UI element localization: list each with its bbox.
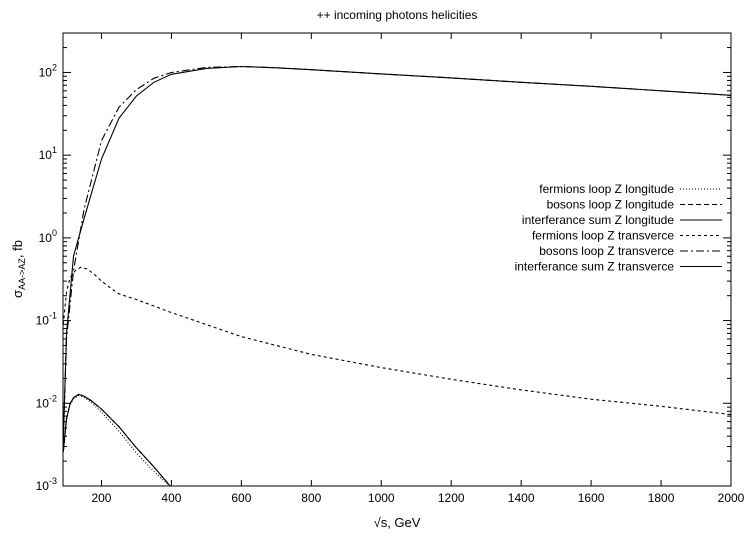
series-line-1 [63,395,171,486]
y-tick-label: 101 [39,145,57,162]
series-line-3 [63,393,171,486]
x-tick-label: 800 [301,491,321,505]
y-tick-label: 100 [39,228,57,245]
x-tick-label: 1200 [438,491,465,505]
axis-ticks: 200 400 600 800 1000 1200 1400 1600 1800 2000 10-3… [36,32,745,505]
legend-label-5: bosons loop Z transverce [539,244,674,258]
legend-label-4: fermions loop Z transverce [532,229,674,243]
x-tick-label: 1400 [508,491,535,505]
legend-label-1: fermions loop Z longitude [539,182,674,196]
y-tick-label: 10-2 [36,393,57,410]
x-tick-label: 2000 [718,491,745,505]
x-axis-label: √s, GeV [374,515,421,530]
x-tick-label: 600 [231,491,251,505]
legend-label-2: bosons loop Z longitude [547,198,675,212]
series-line-4 [63,266,731,416]
legend: fermions loop Z longitude bosons loop Z l… [515,182,722,274]
y-axis-label-symbol: σ [10,290,25,298]
x-tick-label: 1800 [648,491,675,505]
y-axis-label-unit: , fb [10,240,25,258]
y-tick-label: 10-1 [36,311,57,328]
x-tick-label: 400 [161,491,181,505]
legend-label-3: interferance sum Z longitude [522,213,674,227]
y-tick-label: 102 [39,62,57,79]
x-tick-label: 200 [91,491,111,505]
legend-label-6: interferance sum Z transverce [515,260,675,274]
series-line-2 [63,393,171,486]
y-axis-label: σAA->AZ, fb [10,240,27,298]
series-group [63,65,731,486]
y-axis-label-subscript: AA->AZ [17,258,27,290]
plot-frame [62,32,732,487]
series-line-6 [63,65,731,442]
x-tick-label: 1600 [578,491,605,505]
x-tick-label: 1000 [368,491,395,505]
y-tick-label: 10-3 [36,476,57,493]
chart-title: ++ incoming photons helicities [317,8,478,22]
